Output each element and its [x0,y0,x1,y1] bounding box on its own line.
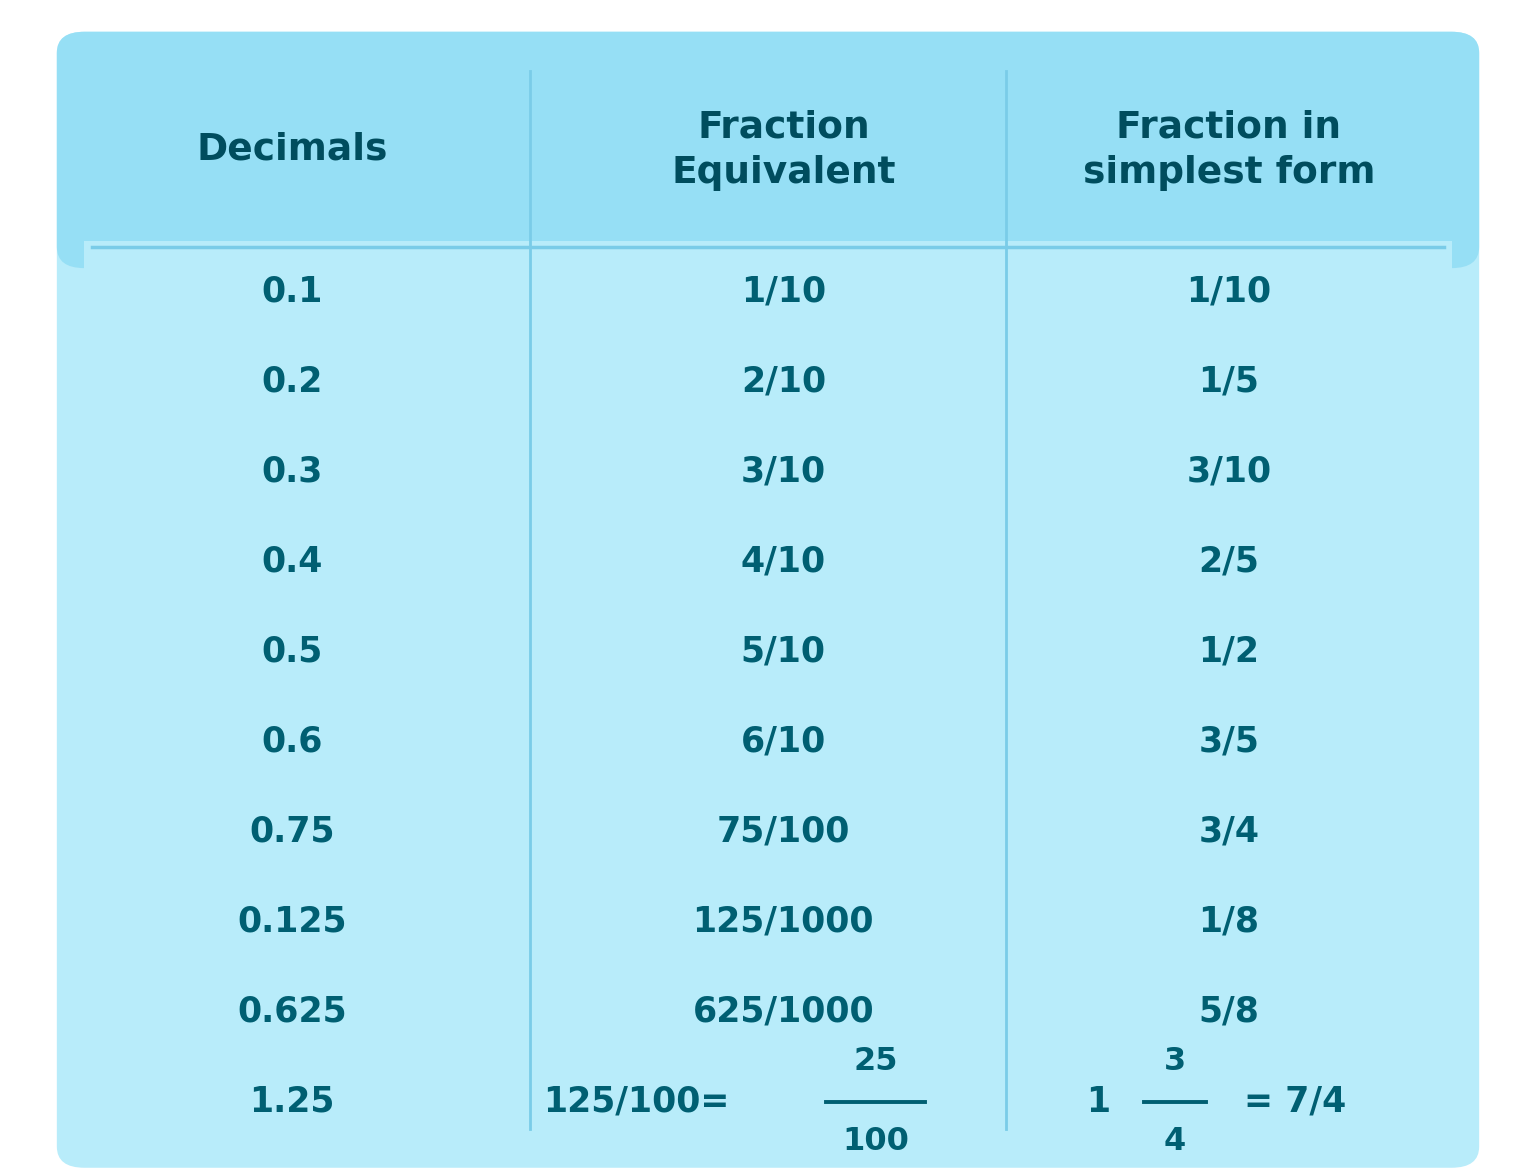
Text: 4: 4 [1164,1127,1186,1157]
Text: 0.5: 0.5 [261,635,323,669]
Text: 3/4: 3/4 [1198,815,1260,849]
Text: 1.25: 1.25 [249,1084,335,1118]
Bar [84,188,1452,247]
Text: 25: 25 [854,1047,897,1077]
Text: 1/8: 1/8 [1198,904,1260,938]
Text: 0.4: 0.4 [261,544,323,579]
Text: 3: 3 [1164,1047,1186,1077]
Text: 2/10: 2/10 [740,365,826,399]
Text: 125/100=: 125/100= [544,1084,730,1118]
Text: 0.1: 0.1 [261,275,323,309]
Text: = 7/4: = 7/4 [1244,1084,1347,1118]
FancyBboxPatch shape [57,32,1479,268]
Text: 1/10: 1/10 [740,275,826,309]
Text: 125/1000: 125/1000 [693,904,874,938]
Text: Fraction in
simplest form: Fraction in simplest form [1083,109,1375,191]
Text: 0.125: 0.125 [237,904,347,938]
Text: 5/10: 5/10 [740,635,826,669]
Text: 5/8: 5/8 [1198,995,1260,1029]
Text: 1/2: 1/2 [1198,635,1260,669]
Text: 1/10: 1/10 [1186,275,1272,309]
Text: 0.75: 0.75 [249,815,335,849]
Text: Decimals: Decimals [197,132,387,168]
Text: 4/10: 4/10 [740,544,826,579]
Text: 0.625: 0.625 [237,995,347,1029]
Text: 75/100: 75/100 [717,815,849,849]
Text: 6/10: 6/10 [740,724,826,759]
Text: 0.3: 0.3 [261,455,323,489]
Bar [84,241,1452,270]
Text: 625/1000: 625/1000 [693,995,874,1029]
Text: Fraction
Equivalent: Fraction Equivalent [671,109,895,191]
Text: 3/5: 3/5 [1198,724,1260,759]
FancyBboxPatch shape [57,32,1479,1168]
Text: 100: 100 [842,1127,909,1157]
Text: 0.2: 0.2 [261,365,323,399]
Text: 0.6: 0.6 [261,724,323,759]
Text: 1/5: 1/5 [1198,365,1260,399]
Text: 3/10: 3/10 [1186,455,1272,489]
Text: 1: 1 [1086,1084,1111,1118]
Text: 3/10: 3/10 [740,455,826,489]
Text: 2/5: 2/5 [1198,544,1260,579]
